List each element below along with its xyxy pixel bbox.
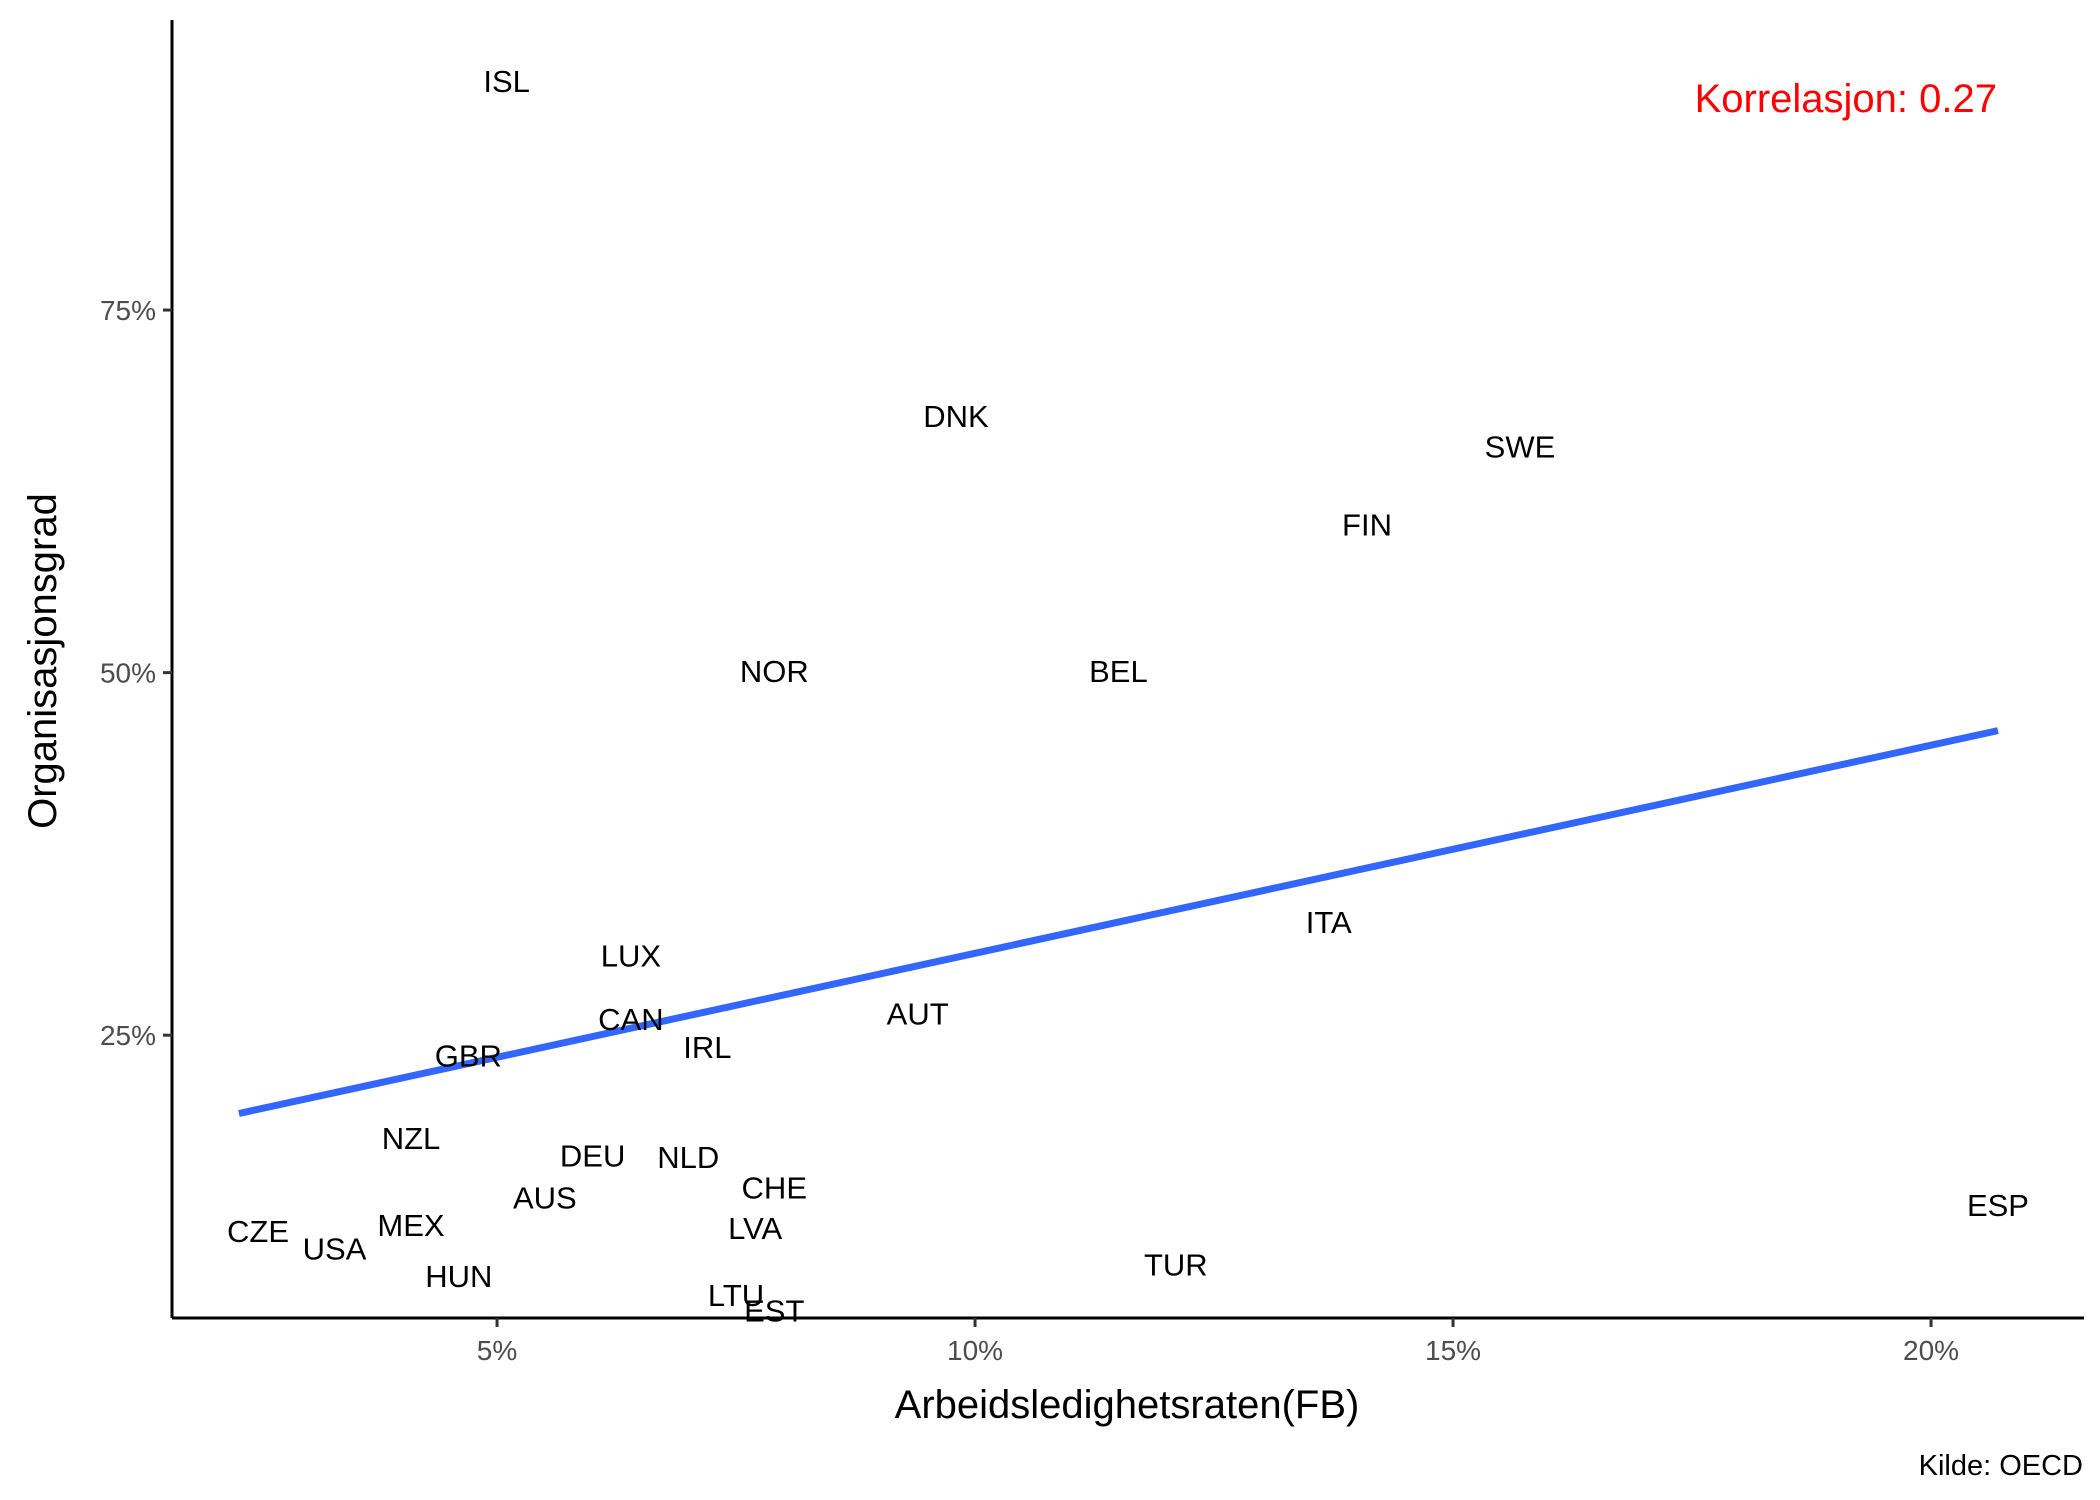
x-axis-ticks: 5% 10% 15% 20% — [477, 1318, 1959, 1366]
point-label-ita: ITA — [1306, 905, 1352, 940]
x-axis-title: Arbeidsledighetsraten(FB) — [895, 1383, 1360, 1427]
point-label-esp: ESP — [1967, 1188, 2029, 1223]
point-label-isl: ISL — [483, 64, 530, 99]
point-label-hun: HUN — [425, 1259, 492, 1294]
point-label-nzl: NZL — [382, 1121, 441, 1156]
point-label-dnk: DNK — [923, 399, 989, 434]
point-label-tur: TUR — [1144, 1247, 1208, 1282]
point-label-nld: NLD — [657, 1140, 719, 1175]
point-label-lva: LVA — [728, 1211, 782, 1246]
y-tick-label: 50% — [100, 658, 156, 689]
point-label-cze: CZE — [227, 1214, 289, 1249]
regression-line — [238, 727, 1999, 1117]
point-label-mex: MEX — [377, 1208, 445, 1243]
correlation-annotation: Korrelasjon: 0.27 — [1695, 77, 1997, 121]
source-caption: Kilde: OECD — [1919, 1450, 2083, 1482]
point-label-deu: DEU — [560, 1139, 625, 1174]
y-tick-label: 75% — [100, 295, 156, 326]
x-tick-label: 10% — [947, 1335, 1003, 1366]
point-label-ltu: LTU — [708, 1278, 764, 1313]
point-label-nor: NOR — [740, 654, 809, 689]
point-label-can: CAN — [598, 1002, 663, 1037]
x-tick-label: 5% — [477, 1335, 517, 1366]
point-label-lux: LUX — [601, 938, 662, 973]
y-tick-label: 25% — [100, 1020, 156, 1051]
point-label-swe: SWE — [1485, 429, 1556, 464]
point-label-fin: FIN — [1342, 508, 1392, 543]
x-tick-label: 15% — [1425, 1335, 1481, 1366]
plot-marks: ISL DNK SWE FIN NOR BEL ITA LUX AUT CAN IRL GBR NZL D… — [227, 64, 2029, 1329]
x-tick-label: 20% — [1903, 1335, 1959, 1366]
point-label-usa: USA — [303, 1231, 367, 1266]
point-label-bel: BEL — [1089, 654, 1148, 689]
point-label-che: CHE — [742, 1170, 807, 1205]
point-label-aut: AUT — [887, 996, 949, 1031]
point-label-gbr: GBR — [435, 1038, 502, 1073]
point-label-irl: IRL — [683, 1030, 731, 1065]
y-axis-ticks: 25% 50% 75% — [100, 295, 172, 1051]
point-label-est: EST — [744, 1294, 804, 1329]
y-axis-title: Organisasjonsgrad — [21, 493, 65, 829]
point-label-aus: AUS — [513, 1181, 577, 1216]
